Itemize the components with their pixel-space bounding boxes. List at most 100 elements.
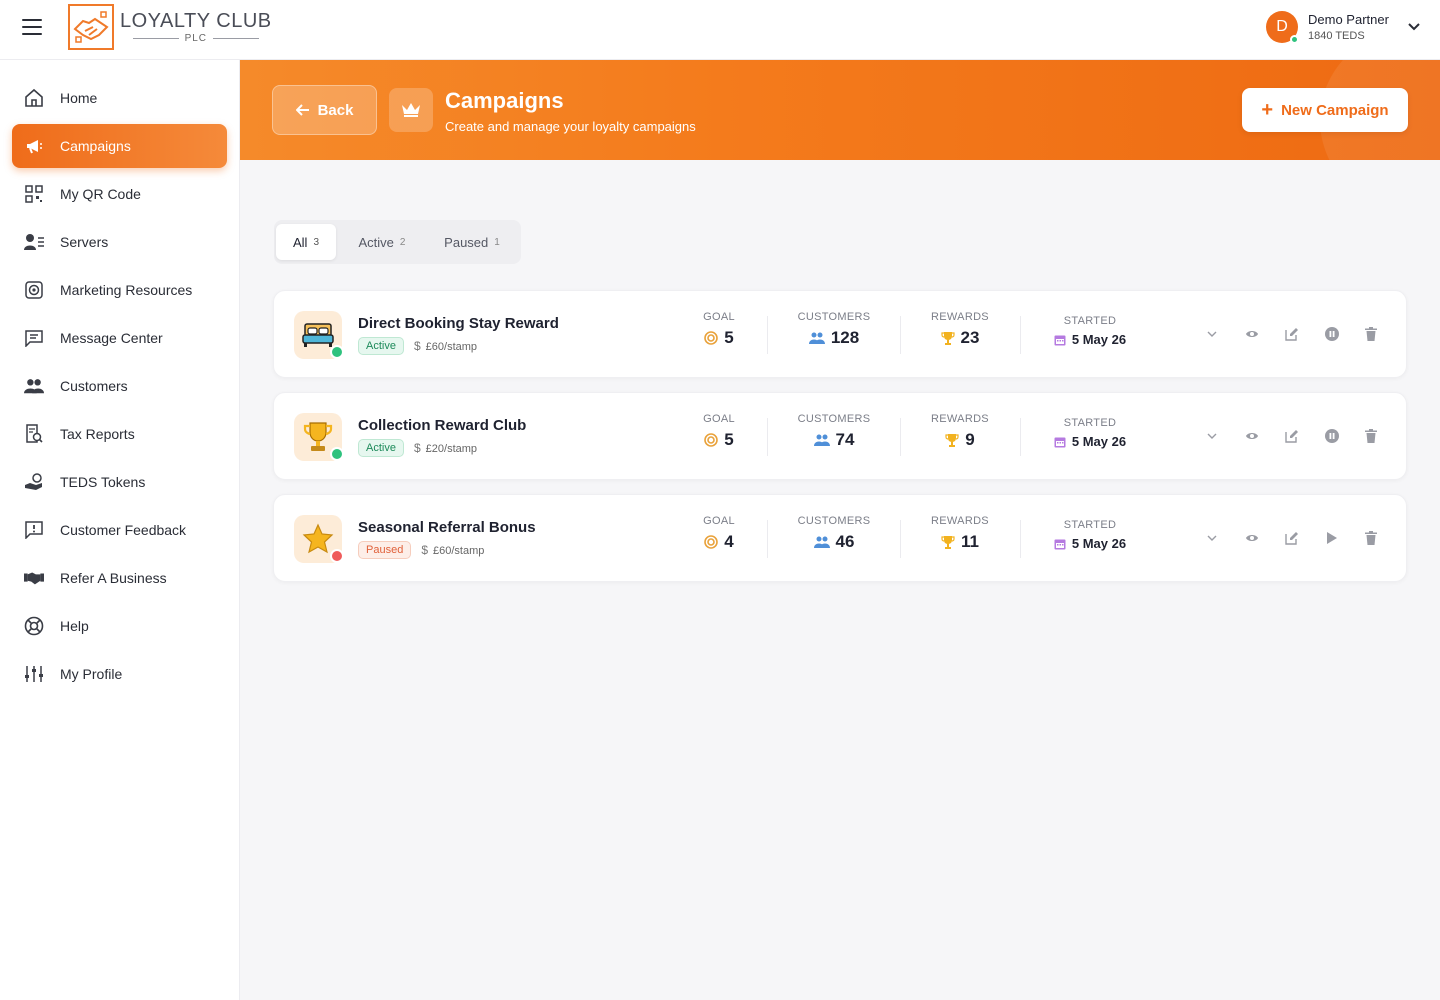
pause-icon[interactable] (1322, 426, 1342, 446)
chevron-down-icon[interactable] (1202, 528, 1222, 548)
avatar: D (1266, 11, 1299, 44)
customers-label: CUSTOMERS (797, 413, 871, 425)
sidebar-item-my-qr-code[interactable]: My QR Code (12, 172, 227, 216)
new-campaign-button[interactable]: + New Campaign (1242, 88, 1408, 132)
campaign-card[interactable]: Collection Reward Club Active $ £20/stamp… (273, 392, 1407, 480)
goal-value: 5 (724, 328, 734, 347)
goal-label: GOAL (703, 413, 735, 425)
view-eye-icon[interactable] (1242, 426, 1262, 446)
chevron-down-icon[interactable] (1202, 426, 1222, 446)
chevron-down-icon[interactable] (1408, 18, 1420, 36)
trash-icon[interactable] (1361, 426, 1381, 446)
campaign-name[interactable]: Collection Reward Club (358, 417, 527, 434)
back-button[interactable]: Back (272, 85, 377, 135)
campaign-card[interactable]: Direct Booking Stay Reward Active $ £60/s… (273, 290, 1407, 378)
divider (1020, 520, 1021, 558)
rewards-label: REWARDS (931, 311, 989, 323)
target-icon (704, 535, 719, 549)
view-eye-icon[interactable] (1242, 528, 1262, 548)
rewards-label: REWARDS (931, 413, 989, 425)
target-icon (704, 331, 719, 345)
play-icon[interactable] (1322, 528, 1342, 548)
status-badge: Active (358, 439, 404, 457)
sidebar-item-teds-tokens[interactable]: TEDS Tokens (12, 460, 227, 504)
tab-label: Active (358, 234, 394, 250)
status-badge: Paused (358, 541, 412, 559)
sidebar-item-label: My Profile (60, 666, 123, 682)
sidebar-item-customer-feedback[interactable]: Customer Feedback (12, 508, 227, 552)
started-value: 5 May 26 (1071, 536, 1127, 551)
edit-icon[interactable] (1282, 426, 1302, 446)
goal-label: GOAL (703, 311, 735, 323)
tab-label: All (292, 234, 308, 250)
campaign-name[interactable]: Direct Booking Stay Reward (358, 315, 559, 332)
goal-value: 5 (724, 430, 734, 449)
started-value: 5 May 26 (1071, 434, 1127, 449)
status-dot (330, 549, 344, 563)
sliders-icon (24, 664, 44, 684)
sidebar-item-home[interactable]: Home (12, 76, 227, 120)
avatar-initial: D (1276, 18, 1288, 35)
trash-icon[interactable] (1361, 528, 1381, 548)
trash-icon[interactable] (1361, 324, 1381, 344)
sidebar-item-tax-reports[interactable]: Tax Reports (12, 412, 227, 456)
lifebuoy-icon (24, 616, 44, 636)
edit-icon[interactable] (1282, 528, 1302, 548)
started-value: 5 May 26 (1071, 332, 1127, 347)
sidebar-item-message-center[interactable]: Message Center (12, 316, 227, 360)
tab-active[interactable]: Active 2 (344, 224, 420, 260)
tab-paused[interactable]: Paused 1 (432, 224, 512, 260)
sidebar-item-label: Help (60, 618, 89, 634)
sidebar-item-my-profile[interactable]: My Profile (12, 652, 227, 696)
sidebar-item-label: Servers (60, 234, 109, 250)
filter-tabs: All 3 Active 2 Paused 1 (274, 220, 521, 264)
sidebar-item-label: Tax Reports (60, 426, 135, 442)
customers-label: CUSTOMERS (797, 515, 871, 527)
sidebar-item-customers[interactable]: Customers (12, 364, 227, 408)
sidebar-item-help[interactable]: Help (12, 604, 227, 648)
stamp-rate: £60/stamp (433, 545, 485, 557)
campaign-name[interactable]: Seasonal Referral Bonus (358, 519, 536, 536)
divider (767, 520, 768, 558)
brand-logo[interactable]: LOYALTY CLUB PLC (68, 4, 272, 50)
sidebar-item-marketing-resources[interactable]: Marketing Resources (12, 268, 227, 312)
rewards-value: 23 (960, 328, 980, 347)
goal-value: 4 (724, 532, 734, 551)
page-header: Back Campaigns Create and manage your lo… (240, 60, 1440, 160)
edit-icon[interactable] (1282, 324, 1302, 344)
tab-count: 2 (399, 236, 406, 248)
sidebar-item-label: Campaigns (60, 138, 131, 154)
view-eye-icon[interactable] (1242, 324, 1262, 344)
sidebar-item-label: My QR Code (60, 186, 141, 202)
customers-label: CUSTOMERS (797, 311, 871, 323)
trophy-icon (940, 331, 955, 345)
page-title: Campaigns (445, 88, 564, 113)
online-status-dot (1290, 35, 1299, 44)
status-badge: Active (358, 337, 404, 355)
trophy-icon (941, 535, 955, 549)
calendar-icon (1054, 334, 1066, 346)
sidebar-item-servers[interactable]: Servers (12, 220, 227, 264)
plus-icon: + (1261, 99, 1274, 121)
qr-code-icon (24, 184, 44, 204)
sidebar-item-label: Customer Feedback (60, 522, 187, 538)
divider (900, 520, 901, 558)
chevron-down-icon[interactable] (1202, 324, 1222, 344)
home-icon (24, 88, 44, 108)
sidebar-item-refer-a-business[interactable]: Refer A Business (12, 556, 227, 600)
pause-icon[interactable] (1322, 324, 1342, 344)
campaign-card[interactable]: Seasonal Referral Bonus Paused $ £60/stam… (273, 494, 1407, 582)
top-bar: LOYALTY CLUB PLC D Demo Partner 1840 TED… (0, 0, 1440, 60)
divider (1020, 316, 1021, 354)
sidebar-item-label: Marketing Resources (60, 282, 193, 298)
sidebar-item-campaigns[interactable]: Campaigns (12, 124, 227, 168)
sidebar-item-label: Refer A Business (60, 570, 167, 586)
back-button-label: Back (317, 101, 354, 119)
sidebar-item-label: Customers (60, 378, 128, 394)
tab-all[interactable]: All 3 (276, 224, 336, 260)
servers-icon (24, 232, 44, 252)
menu-toggle-icon[interactable] (22, 19, 42, 35)
handshake-icon (24, 568, 44, 588)
started-label: STARTED (1063, 417, 1117, 429)
user-menu[interactable]: D Demo Partner 1840 TEDS (1266, 4, 1426, 50)
